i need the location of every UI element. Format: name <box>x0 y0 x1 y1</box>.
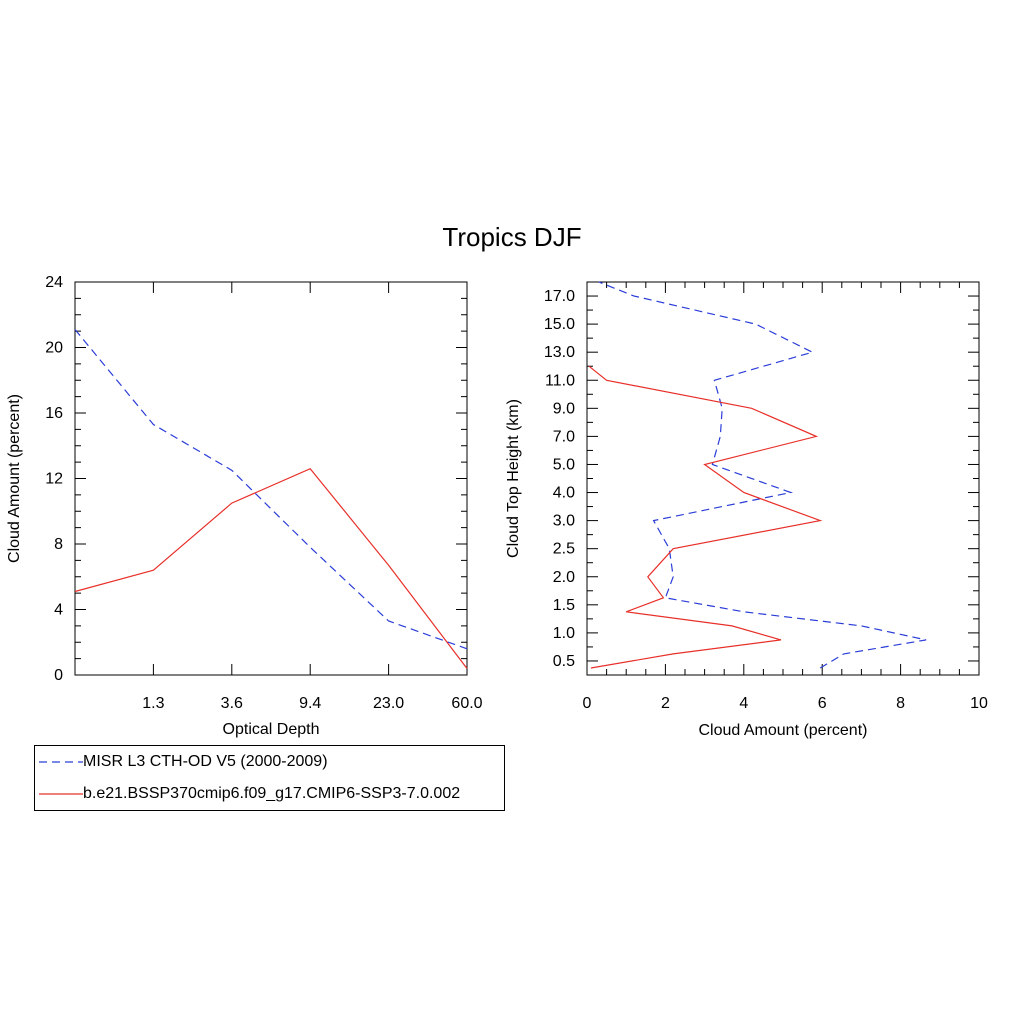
right-series-line-model <box>588 365 823 669</box>
left-xtick-label: 23.0 <box>373 695 404 712</box>
right-ytick-label: 1.0 <box>553 625 575 642</box>
legend-item-model: b.e21.BSSP370cmip6.f09_g17.CMIP6-SSP3-7.… <box>35 778 504 810</box>
legend: MISR L3 CTH-OD V5 (2000-2009) b.e21.BSSP… <box>34 745 505 811</box>
right-xtick-label: 8 <box>896 695 905 712</box>
left-xtick-label: 1.3 <box>142 695 164 712</box>
right-ytick-label: 3.0 <box>553 513 575 530</box>
left-ytick-label: 20 <box>45 340 63 357</box>
left-ytick-label: 8 <box>54 536 63 553</box>
right-ytick-label: 7.0 <box>553 428 575 445</box>
legend-swatch-model <box>39 793 83 795</box>
right-ytick-label: 4.0 <box>553 485 575 502</box>
right-ytick-label: 9.0 <box>553 400 575 417</box>
right-ytick-label: 5.0 <box>553 456 575 473</box>
left-ytick-label: 12 <box>45 471 63 488</box>
left-x-axis-label: Optical Depth <box>223 721 320 738</box>
right-xtick-label: 0 <box>583 695 592 712</box>
left-ytick-label: 4 <box>54 602 63 619</box>
legend-label-model: b.e21.BSSP370cmip6.f09_g17.CMIP6-SSP3-7.… <box>83 785 461 802</box>
left-xtick-label: 3.6 <box>221 695 243 712</box>
left-xtick-label: 60.0 <box>451 695 482 712</box>
right-series-line-obs <box>598 281 927 669</box>
left-series-line-obs <box>74 329 468 650</box>
right-xtick-label: 10 <box>970 695 988 712</box>
right-x-axis-label: Cloud Amount (percent) <box>699 722 868 739</box>
right-plot-frame <box>586 281 980 676</box>
right-ytick-label: 2.5 <box>553 541 575 558</box>
right-y-axis-label: Cloud Top Height (km) <box>505 399 522 558</box>
right-xtick-label: 4 <box>739 695 748 712</box>
right-ytick-label: 11.0 <box>545 372 575 389</box>
right-ytick-label: 13.0 <box>544 344 575 361</box>
left-ytick-label: 16 <box>45 405 63 422</box>
legend-swatch-obs <box>39 761 83 763</box>
left-y-axis-label: Cloud Amount (percent) <box>6 394 23 563</box>
right-xtick-label: 6 <box>818 695 827 712</box>
right-xtick-label: 2 <box>661 695 670 712</box>
left-series-line-model <box>74 467 468 669</box>
right-ytick-label: 15.0 <box>544 316 575 333</box>
left-plot-frame <box>74 281 468 676</box>
legend-item-obs: MISR L3 CTH-OD V5 (2000-2009) <box>35 746 504 778</box>
left-ytick-label: 24 <box>45 274 63 291</box>
left-xtick-label: 9.4 <box>299 695 321 712</box>
right-ytick-label: 1.5 <box>553 597 575 614</box>
right-ytick-label: 2.0 <box>553 569 575 586</box>
right-ytick-label: 17.0 <box>544 288 575 305</box>
page-title: Tropics DJF <box>442 222 582 252</box>
left-ytick-label: 0 <box>54 667 63 684</box>
legend-label-obs: MISR L3 CTH-OD V5 (2000-2009) <box>83 753 328 770</box>
right-ytick-label: 0.5 <box>553 653 575 670</box>
